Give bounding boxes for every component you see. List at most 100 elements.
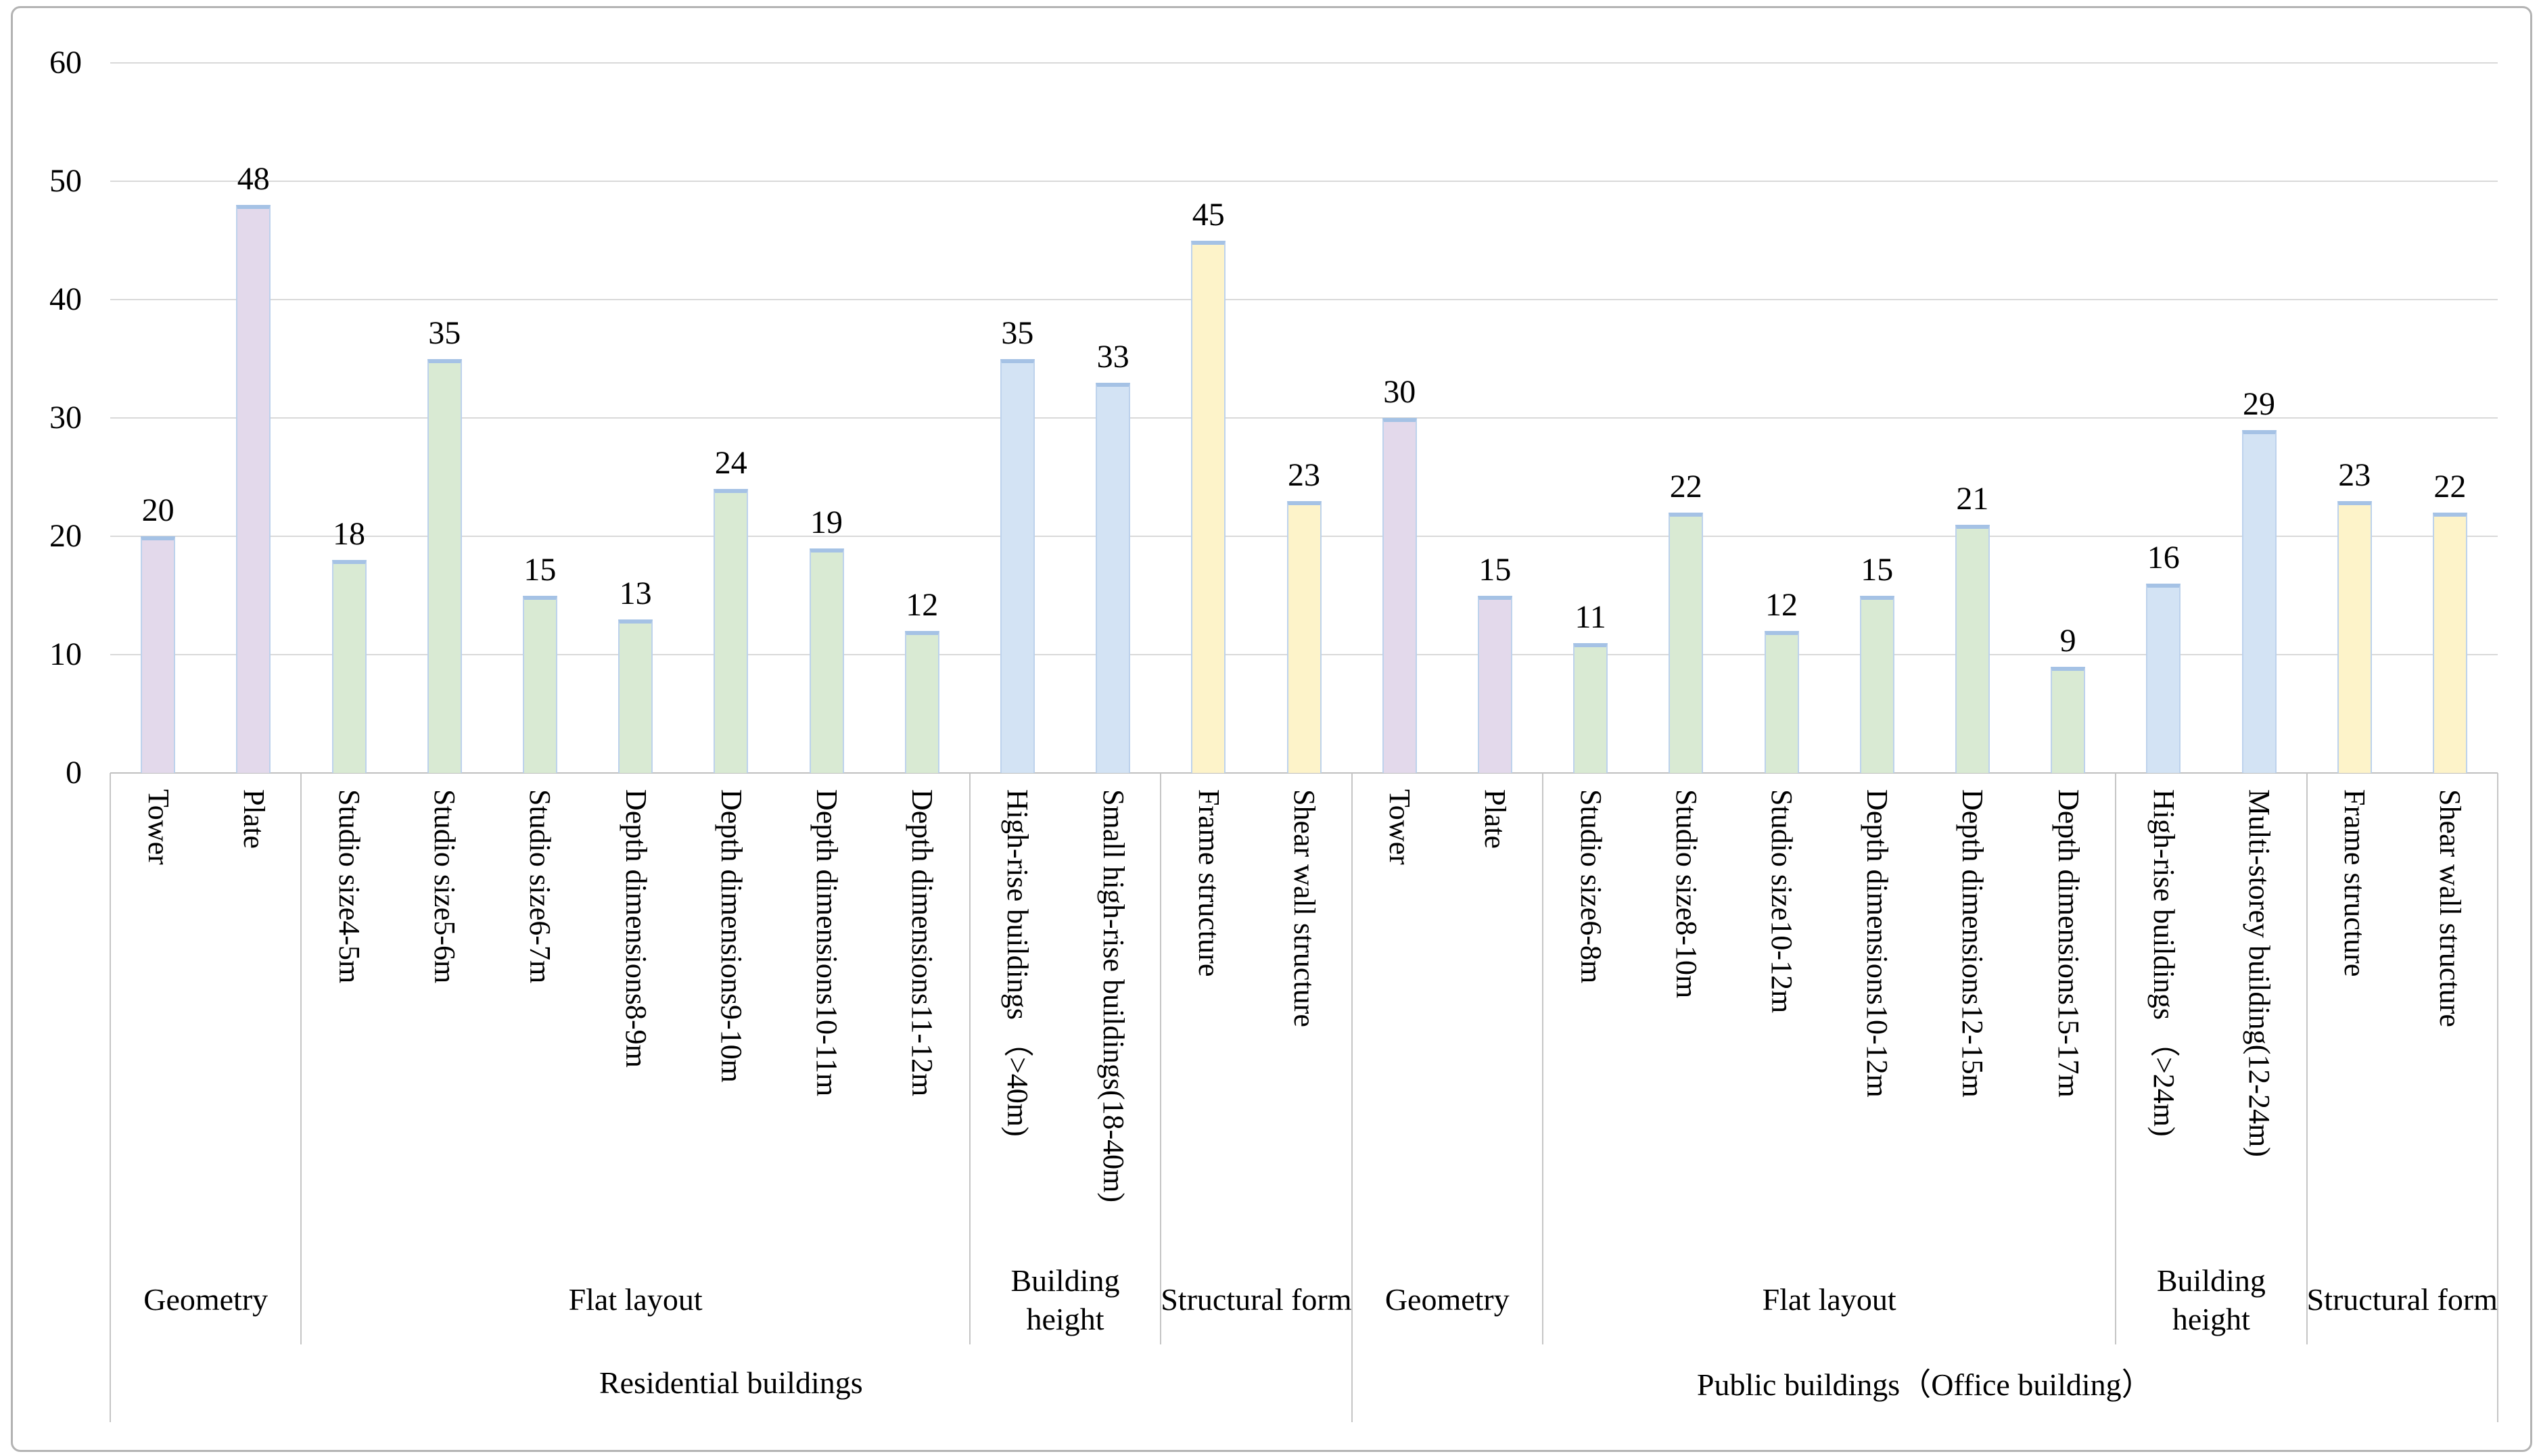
category-label: Tower: [141, 789, 175, 865]
subgroup-label: Geometry: [143, 1282, 269, 1317]
y-tick-label: 0: [66, 755, 82, 791]
category-label: Frame structure: [2338, 789, 2372, 977]
category-label: Shear wall structure: [2433, 789, 2467, 1027]
bar: [1096, 382, 1131, 773]
category-label: Depth dimensions10-11m: [810, 789, 843, 1097]
subgroup-label: Structural form: [1161, 1282, 1352, 1317]
subgroup-label: Structural form: [2306, 1282, 2498, 1317]
group-separator: [110, 773, 111, 1422]
bar-value-label: 15: [1861, 551, 1894, 588]
category-label: Studio size10-12m: [1765, 789, 1798, 1014]
group-separator: [2497, 773, 2498, 1422]
category-label: Depth dimensions12-15m: [1956, 789, 1990, 1098]
bar: [427, 358, 462, 773]
bar-value-label: 24: [714, 445, 747, 481]
group-label: Residential buildings: [599, 1365, 863, 1400]
bar: [904, 631, 939, 773]
bar: [1764, 631, 1799, 773]
bar-value-label: 19: [810, 504, 843, 540]
category-label: Studio size5-6m: [428, 789, 462, 984]
gridline: [110, 62, 2498, 64]
bar: [1000, 358, 1035, 773]
category-label: Studio size6-7m: [523, 789, 557, 984]
bar-value-label: 22: [2433, 469, 2467, 504]
category-label: Depth dimensions9-10m: [714, 789, 748, 1083]
subgroup-separator: [969, 773, 971, 1344]
category-label: Multi-storey building(12-24m): [2243, 789, 2276, 1157]
x-axis-line: [110, 772, 2498, 774]
subgroup-separator: [1160, 773, 1162, 1344]
subgroup-label: Flat layout: [568, 1282, 703, 1317]
y-tick-label: 10: [49, 636, 82, 672]
bar-value-label: 13: [619, 575, 652, 611]
bar: [1382, 418, 1417, 773]
gridline: [110, 417, 2498, 419]
bar: [2432, 513, 2467, 773]
bar-value-label: 30: [1383, 374, 1416, 410]
category-label: Depth dimensions15-17m: [2051, 789, 2085, 1098]
bar: [1859, 595, 1894, 773]
bar: [1955, 524, 1990, 773]
y-tick-label: 20: [49, 518, 82, 554]
bar-value-label: 35: [428, 314, 461, 351]
bar-value-label: 9: [2059, 622, 2076, 659]
subgroup-label: Building height: [1010, 1263, 1120, 1337]
category-label: Depth dimensions10-12m: [1861, 789, 1894, 1098]
subgroup-separator: [2306, 773, 2308, 1344]
bar: [1191, 240, 1226, 773]
category-label: Small high-rise buildings(18-40m): [1096, 789, 1130, 1203]
bar-value-label: 33: [1096, 338, 1129, 375]
category-label: Tower: [1383, 789, 1417, 865]
gridline: [110, 299, 2498, 300]
bar: [2241, 429, 2277, 773]
y-tick-label: 30: [49, 400, 82, 436]
category-label: Plate: [237, 789, 271, 849]
subgroup-separator: [1542, 773, 1543, 1344]
bar-value-label: 23: [1287, 456, 1320, 493]
bar: [522, 595, 557, 773]
subgroup-separator: [2115, 773, 2117, 1344]
y-tick-label: 50: [49, 163, 82, 199]
bar: [236, 205, 271, 773]
gridline: [110, 181, 2498, 182]
subgroup-label: Flat layout: [1762, 1282, 1896, 1317]
category-label: Frame structure: [1192, 789, 1226, 977]
subgroup-label: Building height: [2156, 1263, 2266, 1337]
category-label: Depth dimensions11-12m: [906, 789, 939, 1097]
category-label: High-rise buildings （>24m): [2147, 789, 2181, 1137]
bar: [331, 560, 367, 773]
y-tick-label: 60: [49, 45, 82, 80]
bar-value-label: 18: [332, 516, 365, 552]
bar-value-label: 12: [1765, 587, 1798, 623]
bar-value-label: 20: [141, 492, 174, 528]
bar-value-label: 29: [2242, 385, 2275, 422]
subgroup-separator: [300, 773, 302, 1344]
bar-value-label: 15: [1478, 551, 1512, 588]
bar: [2337, 500, 2372, 773]
category-label: Depth dimensions8-9m: [619, 789, 653, 1068]
category-label: Studio size6-8m: [1574, 789, 1608, 984]
bar: [141, 536, 176, 773]
bar-value-label: 45: [1192, 196, 1225, 233]
subgroup-label: Geometry: [1384, 1282, 1510, 1317]
bar: [1286, 500, 1322, 773]
bar: [2051, 666, 2086, 773]
bar: [809, 548, 844, 773]
bar: [714, 489, 749, 773]
bar-value-label: 15: [523, 551, 557, 588]
category-label: Studio size4-5m: [333, 789, 366, 984]
bar: [1477, 595, 1512, 773]
bar: [1573, 642, 1608, 773]
bar-value-label: 22: [1669, 469, 1702, 504]
bar-value-label: 23: [2338, 456, 2371, 493]
category-label: High-rise buildings （>40m): [1001, 789, 1035, 1137]
bar: [618, 619, 653, 773]
bar: [1669, 513, 1704, 773]
category-label: Shear wall structure: [1288, 789, 1321, 1027]
y-tick-label: 40: [49, 281, 82, 317]
bar-value-label: 21: [1956, 480, 1989, 517]
bar-value-label: 48: [237, 161, 270, 197]
bar-value-label: 12: [906, 587, 939, 623]
bar-value-label: 35: [1001, 314, 1034, 351]
category-label: Studio size8-10m: [1669, 789, 1703, 999]
